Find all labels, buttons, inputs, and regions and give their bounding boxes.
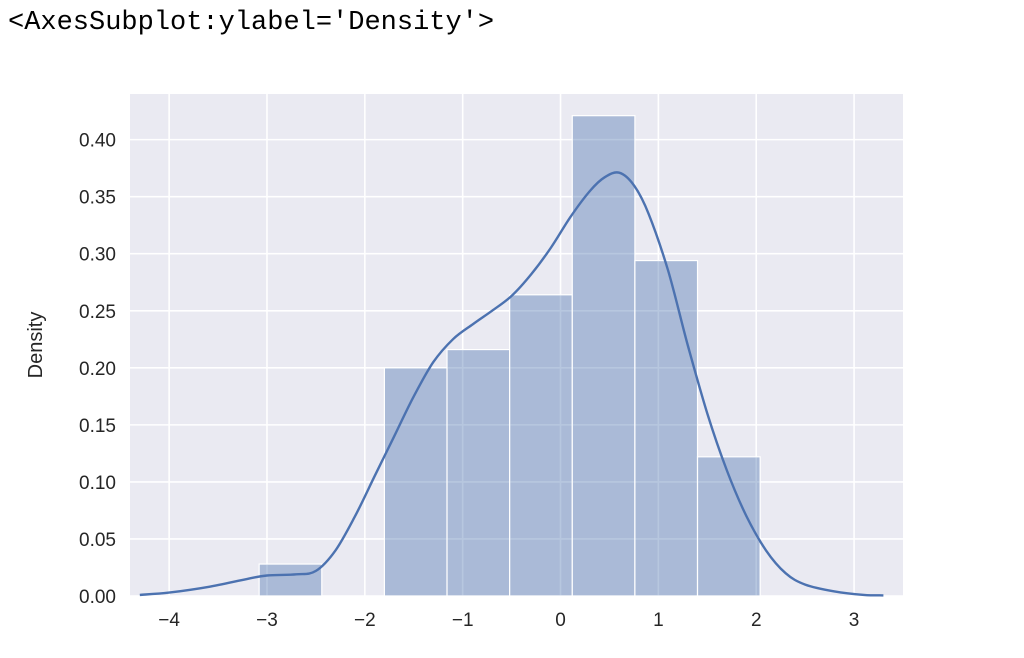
plot-background bbox=[130, 94, 903, 596]
histogram-bar bbox=[258, 563, 323, 597]
kde-curve bbox=[139, 171, 884, 597]
output-repr-text: <AxesSubplot:ylabel='Density'> bbox=[8, 8, 495, 38]
histogram-bar bbox=[509, 294, 573, 597]
histogram-bar bbox=[571, 115, 636, 597]
x-tick-label: −1 bbox=[452, 610, 474, 631]
y-tick-label: 0.00 bbox=[79, 587, 116, 608]
y-tick-label: 0.35 bbox=[79, 188, 116, 209]
y-tick-label: 0.30 bbox=[79, 245, 116, 266]
x-tick-label: −2 bbox=[354, 610, 376, 631]
histogram-bar bbox=[383, 367, 448, 597]
histogram-bar bbox=[634, 259, 699, 597]
histogram-bar bbox=[446, 348, 511, 597]
y-axis-label: Density bbox=[25, 312, 47, 379]
x-tick-label: 0 bbox=[555, 610, 566, 631]
histogram-bar bbox=[696, 456, 761, 597]
x-tick-label: −4 bbox=[158, 610, 180, 631]
y-tick-label: 0.40 bbox=[79, 131, 116, 152]
y-tick-label: 0.05 bbox=[79, 530, 116, 551]
y-tick-label: 0.25 bbox=[79, 302, 116, 323]
x-tick-label: 3 bbox=[849, 610, 860, 631]
x-tick-label: 1 bbox=[653, 610, 664, 631]
x-tick-label: −3 bbox=[256, 610, 278, 631]
y-tick-label: 0.20 bbox=[79, 359, 116, 380]
x-tick-label: 2 bbox=[751, 610, 762, 631]
y-tick-label: 0.10 bbox=[79, 473, 116, 494]
y-tick-label: 0.15 bbox=[79, 416, 116, 437]
